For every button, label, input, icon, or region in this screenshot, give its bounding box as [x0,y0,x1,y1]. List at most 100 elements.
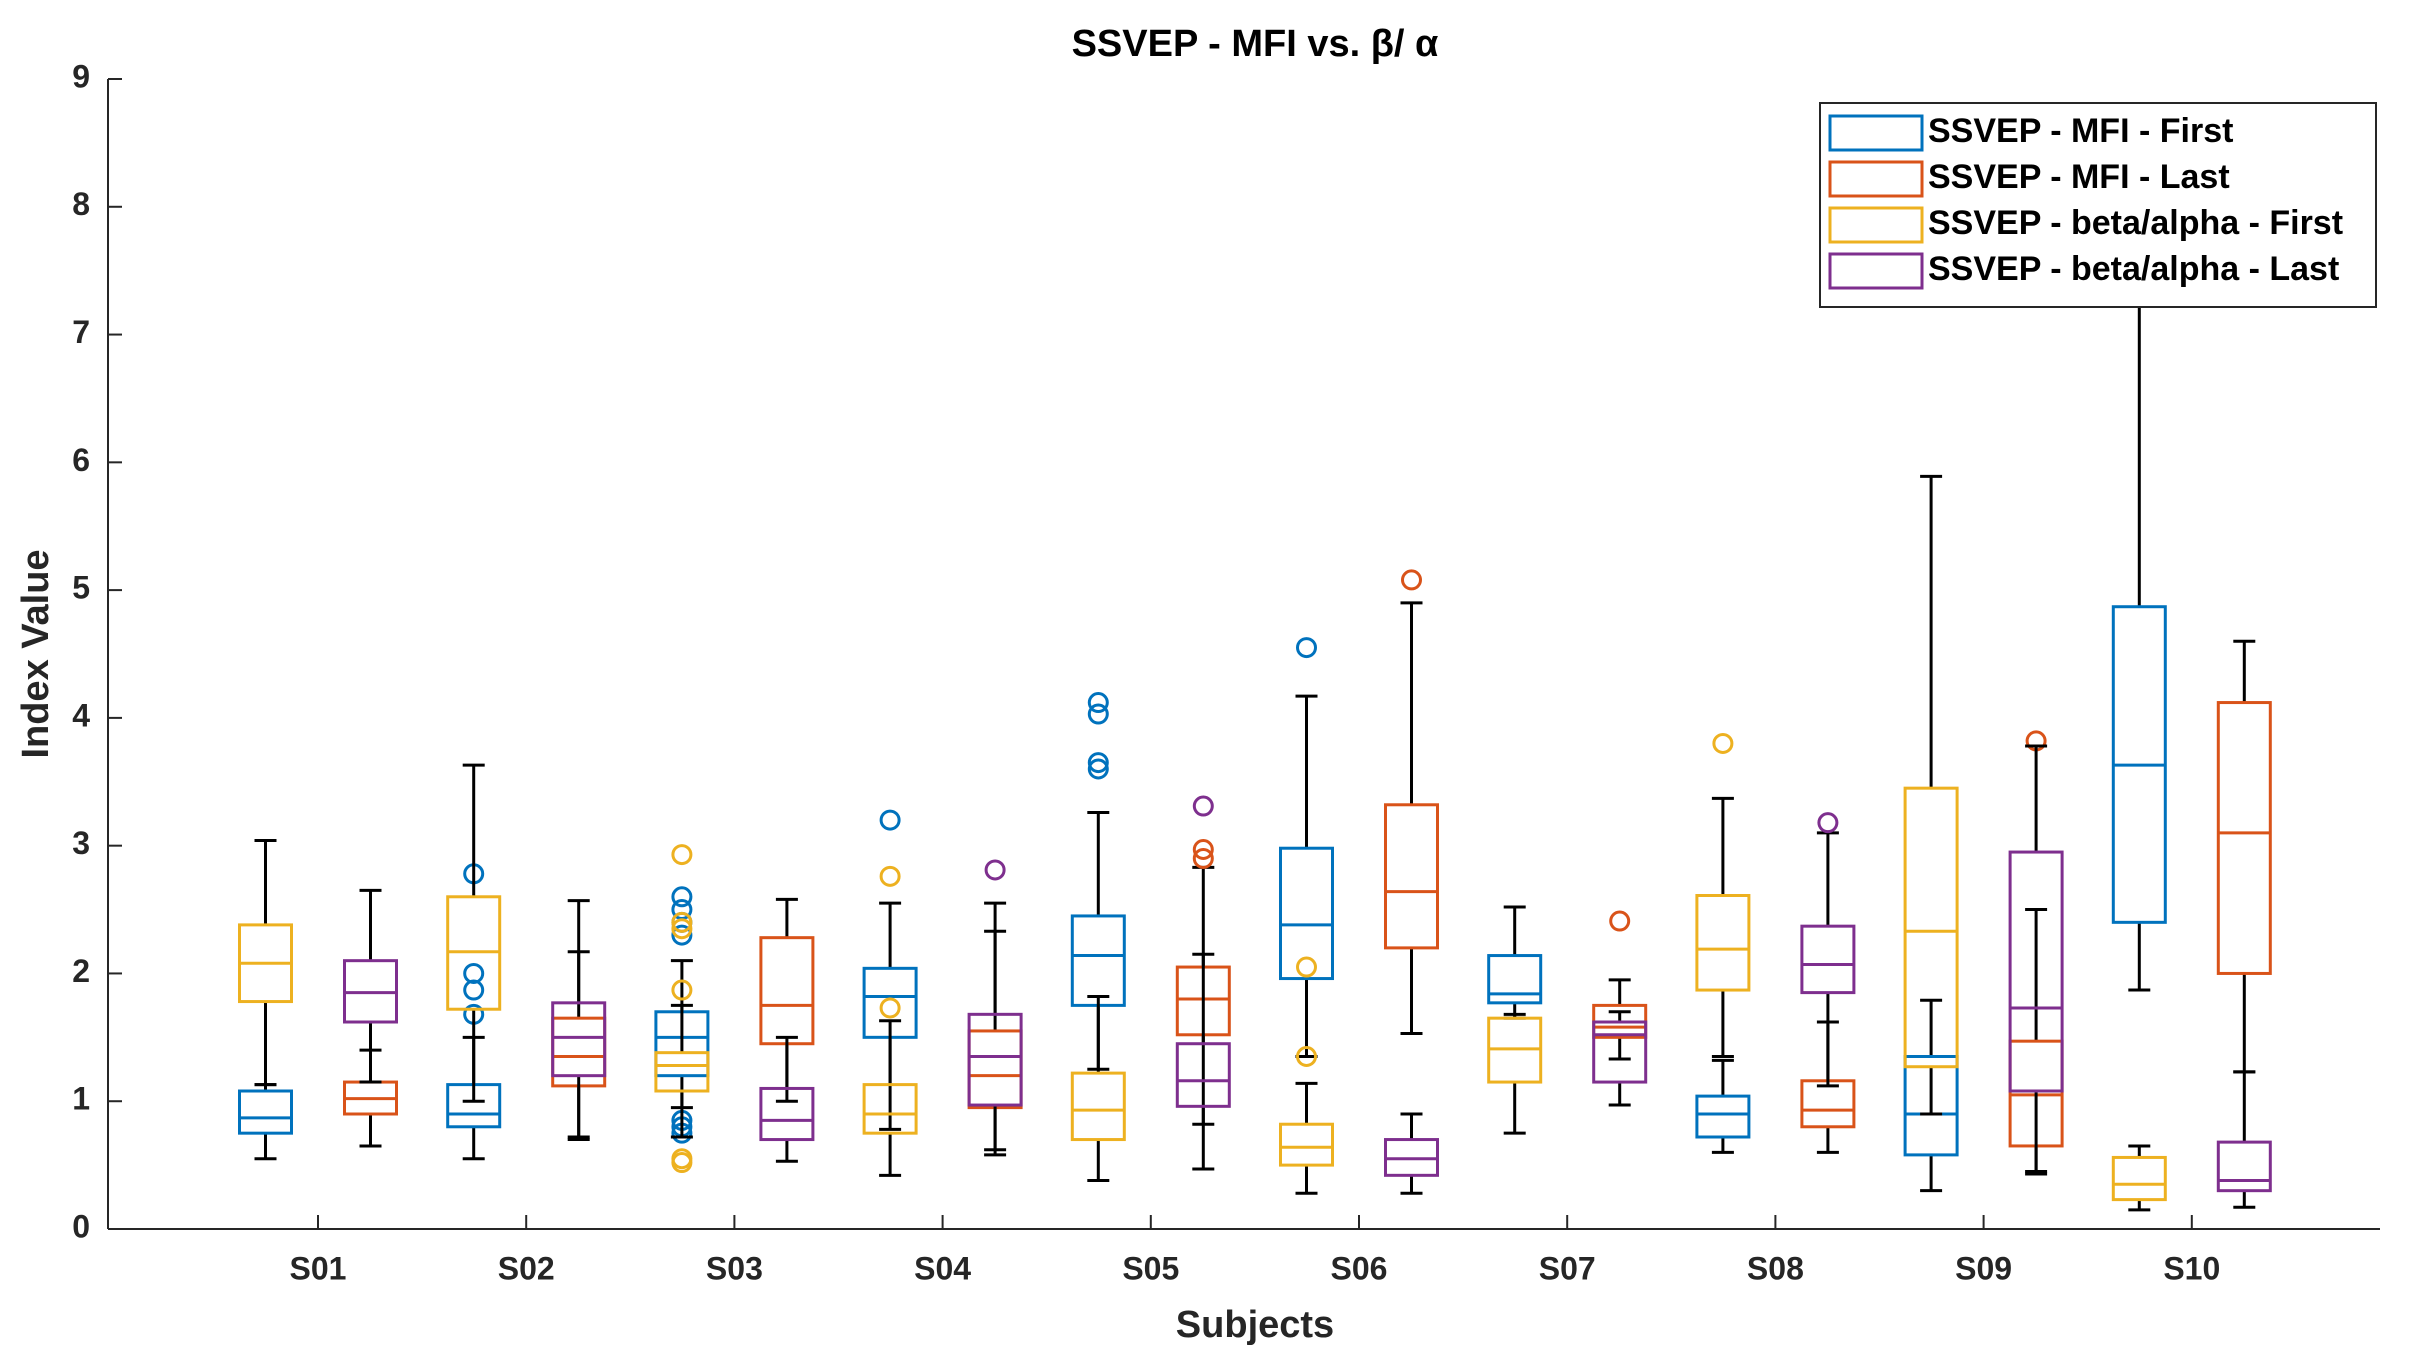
box-group [2111,1144,2167,1212]
x-axis-label: Subjects [1176,1304,1334,1346]
box-group [1070,994,1126,1182]
box-group [1279,637,1334,1058]
box-group [1279,956,1334,1195]
x-tick-label: S09 [1955,1250,2012,1286]
box-group [1800,812,1856,1088]
box [1070,914,1126,1007]
outlier [1192,839,1214,860]
outlier [984,859,1006,881]
box-group [238,1083,293,1161]
outlier [671,924,693,946]
x-tick-label: S03 [706,1250,763,1286]
box [1800,924,1856,995]
legend-label: SSVEP - beta/alpha - Last [1928,250,2339,288]
box-group [2008,744,2064,1176]
y-tick-label: 9 [72,58,90,94]
box [2111,1155,2167,1202]
box [1487,954,1543,1005]
x-tick-label: S02 [498,1250,555,1286]
box-group [1592,910,1648,1061]
box [1175,1042,1231,1108]
y-tick-label: 5 [72,570,90,606]
legend-label: SSVEP - beta/alpha - First [1928,204,2343,242]
y-tick-label: 2 [72,953,90,989]
x-tick-label: S01 [290,1250,347,1286]
chart-title: SSVEP - MFI vs. β/ α [1072,23,1439,65]
box-group [2216,1070,2272,1209]
y-tick-label: 7 [72,314,90,350]
box [759,936,815,1046]
outlier [1192,795,1214,817]
x-tick-label: S07 [1539,1250,1596,1286]
box-group [1487,905,1543,1020]
box [967,1012,1023,1107]
box-group [1592,1010,1648,1107]
box-group [1695,1058,1751,1154]
box [1903,1055,1959,1157]
outlier [1296,1046,1317,1067]
box [1070,1071,1126,1142]
outlier [1087,692,1109,714]
box [2216,701,2272,975]
box-group [1175,795,1231,1171]
outlier [671,886,693,908]
box [1279,846,1334,981]
box-group [2111,218,2167,992]
x-tick-label: S10 [2163,1250,2220,1286]
outlier [1401,569,1422,591]
box [1384,803,1439,950]
legend-label: SSVEP - MFI - First [1928,112,2233,150]
box [2008,850,2064,1093]
outlier [671,979,693,1001]
outlier [671,1148,693,1170]
box-group [1695,732,1751,1058]
y-tick-label: 4 [72,697,90,733]
outlier [879,809,901,831]
outlier [1817,812,1839,834]
box [1800,1079,1856,1129]
box [238,1089,293,1135]
outlier [879,865,901,887]
box-group [967,859,1023,1157]
outlier [1296,637,1317,659]
x-tick-label: S08 [1747,1250,1804,1286]
outlier [671,844,693,866]
box [967,1029,1023,1110]
box-group [654,844,710,1174]
y-tick-label: 6 [72,442,90,478]
box-group [1384,1112,1439,1195]
outlier [1296,956,1317,978]
box [1903,786,1959,1069]
x-tick-label: S05 [1122,1250,1179,1286]
y-tick-label: 3 [72,825,90,861]
box [1695,1094,1751,1139]
box-group [1384,569,1439,1035]
x-tick-label: S06 [1331,1250,1388,1286]
legend: SSVEP - MFI - First SSVEP - MFI - Last SSV… [1819,102,2377,308]
legend-swatch [1828,160,1924,198]
box-group [759,1035,815,1163]
outlier [1087,703,1109,725]
box-group [1903,474,1959,1116]
box [654,1051,710,1093]
box-group [1487,1012,1543,1135]
outlier [671,918,693,940]
outlier [1087,752,1109,774]
box-group [2216,639,2272,1074]
outlier [1712,732,1734,754]
outlier [1192,847,1214,869]
legend-swatch [1828,114,1924,152]
outlier [1087,758,1109,780]
box [862,1083,918,1135]
legend-swatch [1828,206,1924,244]
box [2216,1140,2272,1193]
outlier [671,911,693,933]
outlier [1609,910,1631,932]
x-tick-label: S04 [914,1250,971,1286]
y-tick-label: 8 [72,186,90,222]
box-group [862,865,918,1177]
box-group [343,888,398,1084]
box-group [551,899,607,1139]
box-group [446,763,502,1103]
